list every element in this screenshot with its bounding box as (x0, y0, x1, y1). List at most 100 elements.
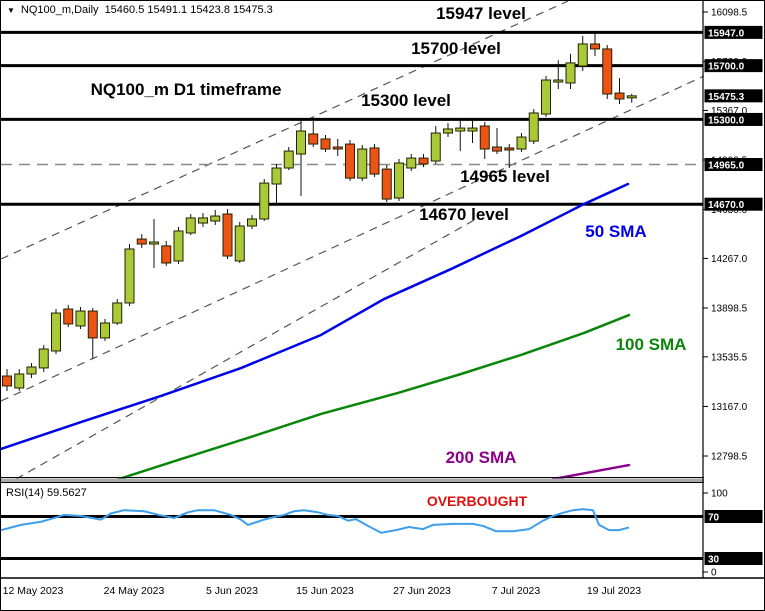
bull-candle (541, 79, 551, 115)
bull-candle (75, 310, 86, 327)
bear-candle (479, 125, 490, 150)
100-sma-line (114, 313, 631, 482)
bear-candle (136, 238, 147, 245)
trend-channel (1, 1, 705, 480)
svg-text:70: 70 (708, 513, 720, 524)
bear-candle (87, 310, 98, 339)
bull-candle (185, 217, 196, 234)
bull-candle (259, 182, 270, 220)
bear-candle (369, 147, 380, 175)
rsi-panel[interactable] (1, 508, 764, 579)
date-label: 27 Jun 2023 (393, 585, 451, 597)
bull-candle (198, 217, 208, 224)
bull-candle (26, 366, 37, 375)
svg-text:15700.0: 15700.0 (708, 62, 745, 73)
bull-candle (210, 215, 221, 222)
price-badge (704, 158, 763, 172)
bear-candle (161, 245, 172, 264)
candles-layer (2, 33, 637, 391)
bull-candle (467, 127, 478, 132)
bull-candle (173, 230, 184, 262)
bear-candle (418, 157, 429, 165)
bull-candle (455, 127, 466, 132)
bull-candle (565, 62, 576, 84)
date-label: 19 Jul 2023 (587, 585, 641, 597)
price-badge (704, 197, 763, 211)
bear-candle (2, 375, 12, 387)
price-badge (704, 552, 763, 565)
svg-text:15947.0: 15947.0 (708, 28, 745, 39)
svg-text:100: 100 (711, 489, 728, 500)
price-badge (704, 89, 763, 103)
title-ohlc-values: 15460.5 15491.1 15423.8 15475.3 (104, 4, 273, 16)
symbol-dropdown-icon[interactable]: ▼ (7, 5, 15, 15)
bull-candle (357, 148, 368, 179)
time-axis[interactable]: 12 May 2023 24 May 2023 5 Jun 2023 15 Jun 2… (3, 585, 642, 597)
bear-candle (308, 133, 319, 145)
svg-text:13167.0: 13167.0 (711, 402, 748, 413)
bull-candle (112, 302, 123, 324)
bull-candle (626, 95, 637, 99)
bear-candle (492, 146, 502, 152)
date-label: 7 Jul 2023 (492, 585, 541, 597)
svg-text:14670.0: 14670.0 (708, 200, 745, 211)
bull-candle (51, 312, 61, 352)
bull-candle (553, 79, 564, 83)
rsi-line (1, 508, 630, 534)
bull-candle (406, 157, 417, 169)
bull-candle (247, 218, 257, 227)
svg-text:15367.0: 15367.0 (711, 106, 748, 117)
bull-candle (271, 167, 282, 185)
bull-candle (296, 130, 306, 155)
svg-text:0: 0 (711, 568, 717, 579)
symbol-period-label: NQ100_m,Daily (20, 4, 99, 16)
price-badge (704, 112, 763, 126)
bull-candle (149, 241, 159, 245)
200-sma-line (551, 463, 631, 481)
chart-title-bar: ▼ NQ100_m,Daily 15460.5 15491.1 15423.8 … (7, 4, 273, 16)
date-label: 15 Jun 2023 (296, 585, 354, 597)
svg-text:15475.3: 15475.3 (708, 92, 745, 103)
svg-text:15300.0: 15300.0 (708, 115, 745, 126)
rsi-indicator-readout: RSI(14) 59.5627 (6, 487, 87, 499)
svg-text:30: 30 (708, 555, 720, 566)
bear-candle (320, 138, 331, 150)
svg-text:12798.5: 12798.5 (711, 452, 748, 463)
price-badge (704, 510, 763, 523)
bull-candle (14, 373, 25, 389)
bear-candle (602, 48, 613, 95)
bull-candle (38, 348, 49, 369)
bull-candle (100, 322, 110, 339)
bull-candle (394, 162, 404, 199)
bull-candle (430, 132, 441, 162)
panel-splitter[interactable] (1, 478, 764, 483)
bull-candle (124, 248, 135, 304)
price-badge (704, 25, 763, 39)
bear-candle (345, 143, 355, 179)
bull-candle (528, 112, 539, 142)
svg-text:14267.0: 14267.0 (711, 254, 748, 265)
svg-text:13535.5: 13535.5 (711, 352, 748, 363)
bear-candle (504, 147, 515, 151)
svg-text:13898.5: 13898.5 (711, 304, 748, 315)
bear-candle (381, 168, 392, 200)
bull-candle (577, 43, 588, 67)
bear-candle (222, 213, 233, 257)
date-label: 5 Jun 2023 (206, 585, 258, 597)
bull-candle (283, 150, 294, 169)
bear-candle (332, 146, 343, 150)
svg-text:14965.0: 14965.0 (708, 161, 745, 172)
price-badge (704, 59, 763, 73)
price-axis[interactable]: 16098.515730.015367.014998.514630.014267… (702, 1, 764, 579)
bull-candle (234, 225, 245, 262)
svg-text:16098.5: 16098.5 (711, 8, 748, 19)
date-label: 24 May 2023 (104, 585, 165, 597)
bull-candle (516, 136, 527, 150)
bull-candle (443, 128, 453, 134)
bear-candle (590, 43, 600, 50)
bear-candle (614, 92, 625, 100)
date-label: 12 May 2023 (3, 585, 64, 597)
50-sma-line (1, 182, 630, 451)
